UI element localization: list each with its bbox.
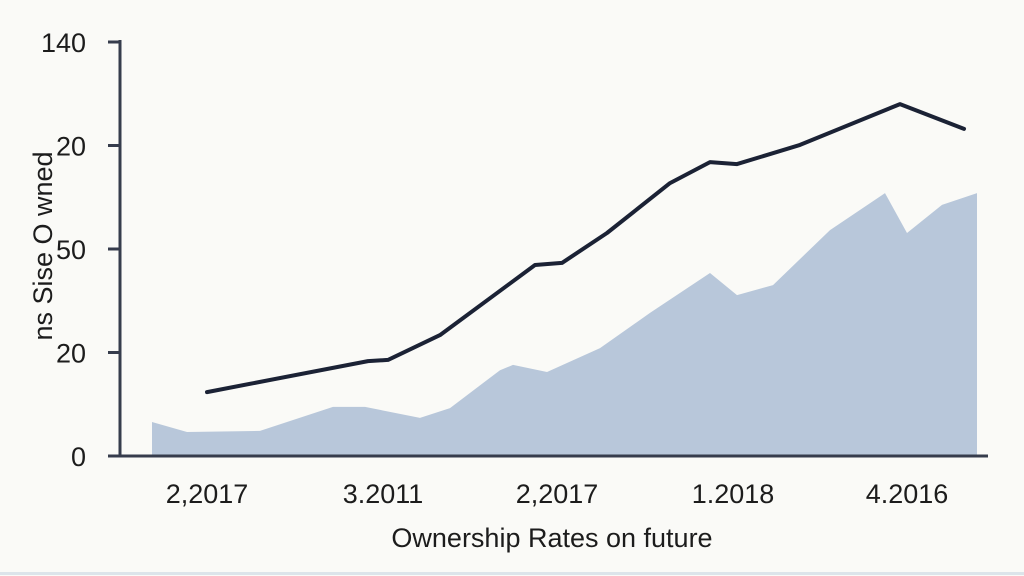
x-tick-label: 1.2018 (692, 479, 775, 509)
bottom-edge-artifact (0, 572, 1024, 575)
x-axis-title: Ownership Rates on future (391, 523, 712, 553)
y-tick-label: 50 (56, 235, 86, 265)
x-axis-tick-labels: 2,2017 3.2011 2,2017 1.2018 4.2016 (166, 479, 949, 509)
y-tick-label: 0 (71, 442, 86, 472)
y-axis-title: ns Sise O wned (28, 151, 58, 340)
line-series (205, 102, 966, 395)
x-tick-label: 2,2017 (516, 479, 599, 509)
area-series (152, 193, 977, 456)
x-tick-label: 2,2017 (166, 479, 249, 509)
y-axis-tick-labels: 140 20 50 20 0 (41, 28, 86, 472)
y-tick-label: 20 (56, 132, 86, 162)
x-tick-label: 3.2011 (343, 479, 424, 509)
y-tick-marks (108, 40, 120, 458)
y-tick-label: 140 (41, 28, 86, 58)
x-tick-label: 4.2016 (866, 479, 949, 509)
y-tick-label: 20 (56, 339, 86, 369)
